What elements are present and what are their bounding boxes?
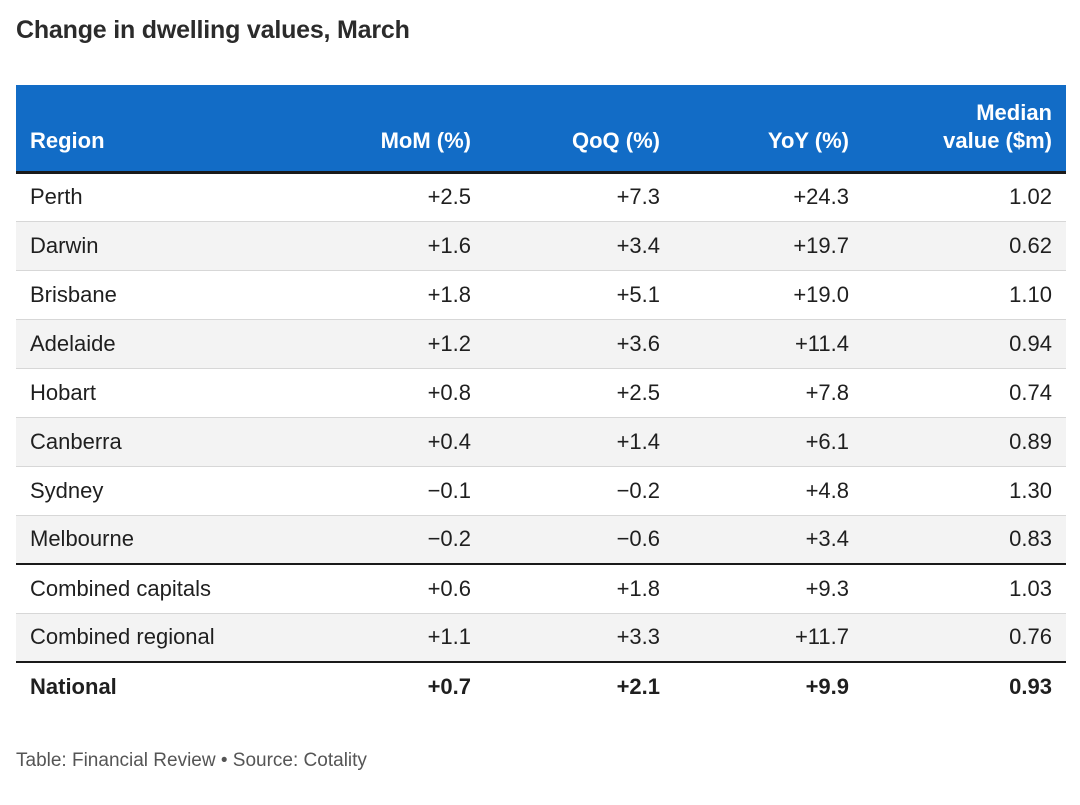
header-qoq: QoQ (%) <box>485 85 674 174</box>
region-cell: Canberra <box>16 417 266 467</box>
mom-cell: +0.6 <box>266 563 485 614</box>
table-row: Combined capitals +0.6 +1.8 +9.3 1.03 <box>16 563 1066 614</box>
median-value-cell: 0.74 <box>863 368 1066 418</box>
table-row: Perth +2.5 +7.3 +24.3 1.02 <box>16 172 1066 222</box>
region-cell: Brisbane <box>16 270 266 320</box>
mom-cell: +2.5 <box>266 172 485 222</box>
table-row: Combined regional +1.1 +3.3 +11.7 0.76 <box>16 613 1066 663</box>
mom-cell: +0.4 <box>266 417 485 467</box>
region-cell: National <box>16 661 266 711</box>
qoq-cell: +3.6 <box>485 319 674 369</box>
yoy-cell: +24.3 <box>674 172 863 222</box>
median-value-cell: 1.03 <box>863 563 1066 614</box>
table-row: National +0.7 +2.1 +9.9 0.93 <box>16 661 1066 711</box>
header-region: Region <box>16 85 266 174</box>
qoq-cell: +2.1 <box>485 661 674 711</box>
qoq-cell: +2.5 <box>485 368 674 418</box>
qoq-cell: +7.3 <box>485 172 674 222</box>
median-value-cell: 0.93 <box>863 661 1066 711</box>
region-cell: Hobart <box>16 368 266 418</box>
mom-cell: +0.7 <box>266 661 485 711</box>
region-cell: Sydney <box>16 466 266 516</box>
qoq-cell: +5.1 <box>485 270 674 320</box>
region-cell: Combined capitals <box>16 563 266 614</box>
yoy-cell: +11.7 <box>674 613 863 663</box>
table-row: Canberra +0.4 +1.4 +6.1 0.89 <box>16 417 1066 467</box>
region-cell: Combined regional <box>16 613 266 663</box>
mom-cell: +1.2 <box>266 319 485 369</box>
mom-cell: +0.8 <box>266 368 485 418</box>
median-value-cell: 1.30 <box>863 466 1066 516</box>
median-value-cell: 0.76 <box>863 613 1066 663</box>
qoq-cell: +3.4 <box>485 221 674 271</box>
yoy-cell: +6.1 <box>674 417 863 467</box>
header-median-line2: value ($m) <box>943 127 1052 153</box>
median-value-cell: 0.83 <box>863 515 1066 565</box>
mom-cell: +1.1 <box>266 613 485 663</box>
table-header-row: Region MoM (%) QoQ (%) YoY (%) Median va… <box>16 85 1066 174</box>
qoq-cell: +3.3 <box>485 613 674 663</box>
yoy-cell: +3.4 <box>674 515 863 565</box>
yoy-cell: +19.0 <box>674 270 863 320</box>
mom-cell: +1.6 <box>266 221 485 271</box>
mom-cell: −0.2 <box>266 515 485 565</box>
median-value-cell: 0.94 <box>863 319 1066 369</box>
header-yoy: YoY (%) <box>674 85 863 174</box>
region-cell: Adelaide <box>16 319 266 369</box>
yoy-cell: +7.8 <box>674 368 863 418</box>
dwelling-values-table: Region MoM (%) QoQ (%) YoY (%) Median va… <box>16 85 1066 711</box>
median-value-cell: 1.02 <box>863 172 1066 222</box>
header-median-value: Median value ($m) <box>863 85 1066 174</box>
qoq-cell: +1.4 <box>485 417 674 467</box>
table-row: Hobart +0.8 +2.5 +7.8 0.74 <box>16 368 1066 418</box>
median-value-cell: 0.62 <box>863 221 1066 271</box>
yoy-cell: +11.4 <box>674 319 863 369</box>
region-cell: Melbourne <box>16 515 266 565</box>
table-row: Sydney −0.1 −0.2 +4.8 1.30 <box>16 466 1066 516</box>
region-cell: Perth <box>16 172 266 222</box>
yoy-cell: +9.9 <box>674 661 863 711</box>
source-footer: Table: Financial Review • Source: Cotali… <box>16 750 367 771</box>
yoy-cell: +19.7 <box>674 221 863 271</box>
header-median-line1: Median <box>976 99 1052 125</box>
qoq-cell: −0.6 <box>485 515 674 565</box>
region-cell: Darwin <box>16 221 266 271</box>
table-row: Darwin +1.6 +3.4 +19.7 0.62 <box>16 221 1066 271</box>
table-row: Adelaide +1.2 +3.6 +11.4 0.94 <box>16 319 1066 369</box>
median-value-cell: 1.10 <box>863 270 1066 320</box>
yoy-cell: +4.8 <box>674 466 863 516</box>
table-body: Perth +2.5 +7.3 +24.3 1.02 Darwin +1.6 +3.4 +19.… <box>16 172 1066 711</box>
mom-cell: −0.1 <box>266 466 485 516</box>
chart-title: Change in dwelling values, March <box>16 16 410 44</box>
mom-cell: +1.8 <box>266 270 485 320</box>
table-row: Brisbane +1.8 +5.1 +19.0 1.10 <box>16 270 1066 320</box>
header-mom: MoM (%) <box>266 85 485 174</box>
table-row: Melbourne −0.2 −0.6 +3.4 0.83 <box>16 515 1066 565</box>
qoq-cell: −0.2 <box>485 466 674 516</box>
median-value-cell: 0.89 <box>863 417 1066 467</box>
yoy-cell: +9.3 <box>674 563 863 614</box>
qoq-cell: +1.8 <box>485 563 674 614</box>
